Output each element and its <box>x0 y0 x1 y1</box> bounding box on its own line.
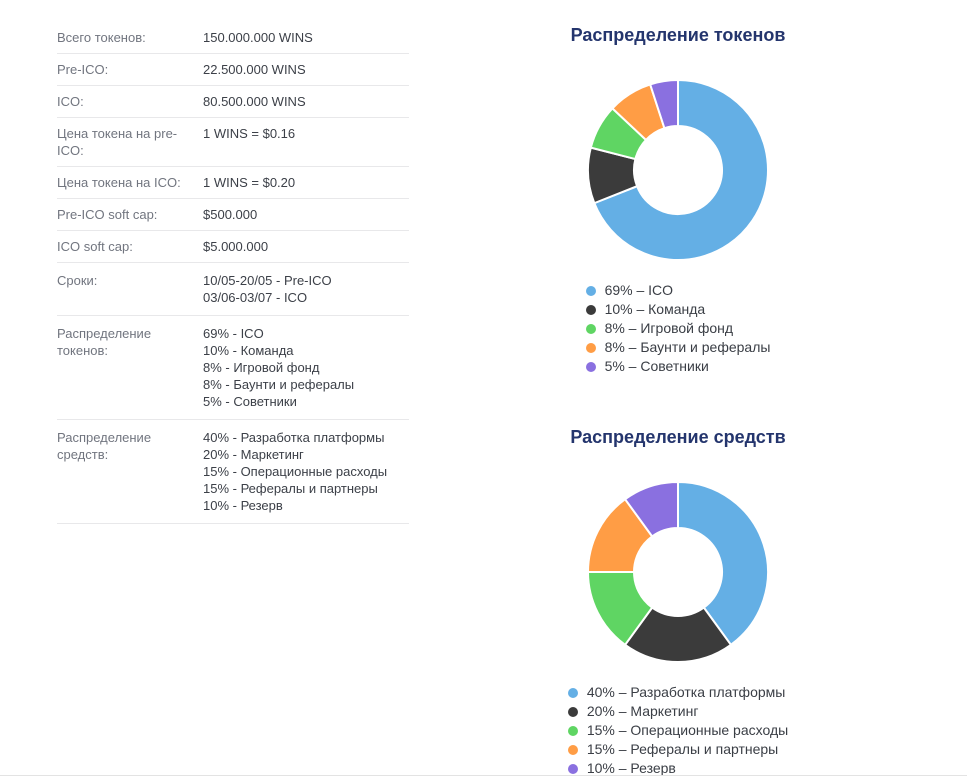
legend-item: 69% – ICO <box>585 281 771 300</box>
legend-label: 15% – Рефералы и партнеры <box>586 741 779 757</box>
funds-donut-chart[interactable] <box>583 477 773 667</box>
row-label: Pre-ICO soft cap: <box>57 207 158 222</box>
row-value: 10/05-20/05 - Pre-ICO 03/06-03/07 - ICO <box>203 273 332 305</box>
donut-segment-ICO[interactable] <box>593 79 769 261</box>
tokens-donut-chart[interactable] <box>583 75 773 265</box>
row-total-tokens: Всего токенов: 150.000.000 WINS <box>57 22 409 54</box>
row-label: ICO: <box>57 94 84 109</box>
legend-dot <box>567 725 578 736</box>
legend-dot <box>585 285 596 296</box>
legend-item: 10% – Команда <box>585 300 771 319</box>
chart-title: Распределение средств <box>570 427 786 447</box>
row-price-pre-ico: Цена токена на pre-ICO: 1 WINS = $0.16 <box>57 118 409 167</box>
legend-label: 8% – Игровой фонд <box>604 320 734 336</box>
legend-dot <box>585 361 596 372</box>
row-label: Цена токена на ICO: <box>57 175 181 190</box>
section-divider <box>0 775 967 776</box>
legend-label: 10% – Резерв <box>586 760 676 776</box>
donut-segment-Разработка платформы[interactable] <box>677 481 769 646</box>
legend-label: 20% – Маркетинг <box>586 703 699 719</box>
legend-label: 69% – ICO <box>604 282 674 298</box>
donut-segment-Советники[interactable] <box>649 79 679 130</box>
row-value: 1 WINS = $0.20 <box>203 175 296 190</box>
legend-dot <box>567 706 578 717</box>
ico-info-table: Всего токенов: 150.000.000 WINS Pre-ICO:… <box>57 22 409 524</box>
legend-dot <box>585 323 596 334</box>
row-label: Pre-ICO: <box>57 62 109 77</box>
legend-dot <box>585 304 596 315</box>
legend-label: 15% – Операционные расходы <box>586 722 789 738</box>
legend-item: 8% – Игровой фонд <box>585 319 771 338</box>
legend-dot <box>585 342 596 353</box>
row-value: 22.500.000 WINS <box>203 62 306 77</box>
row-label: Всего токенов: <box>57 30 146 45</box>
funds-distribution-chart: Распределение средств 40% – Разработка п… <box>508 424 848 778</box>
row-label: Цена токена на pre-ICO: <box>57 126 178 158</box>
legend-dot <box>567 744 578 755</box>
legend-label: 8% – Баунти и рефералы <box>604 339 771 355</box>
row-pre-ico-soft-cap: Pre-ICO soft cap: $500.000 <box>57 199 409 231</box>
row-ico: ICO: 80.500.000 WINS <box>57 86 409 118</box>
row-value: 40% - Разработка платформы 20% - Маркети… <box>203 430 388 513</box>
legend-label: 40% – Разработка платформы <box>586 684 786 700</box>
legend: 69% – ICO 10% – Команда 8% – Игровой фон… <box>585 281 771 376</box>
row-value: $5.000.000 <box>203 239 269 254</box>
row-value: $500.000 <box>203 207 258 222</box>
row-token-distribution: Распределение токенов: 69% - ICO 10% - К… <box>57 316 409 420</box>
row-price-ico: Цена токена на ICO: 1 WINS = $0.20 <box>57 167 409 199</box>
row-value: 150.000.000 WINS <box>203 30 313 45</box>
legend: 40% – Разработка платформы 20% – Маркети… <box>567 683 789 778</box>
row-value: 69% - ICO 10% - Команда 8% - Игровой фон… <box>203 326 355 409</box>
row-ico-soft-cap: ICO soft cap: $5.000.000 <box>57 231 409 263</box>
legend-item: 15% – Операционные расходы <box>567 721 789 740</box>
legend-item: 5% – Советники <box>585 357 771 376</box>
row-funds-distribution: Распределение средств: 40% - Разработка … <box>57 420 409 524</box>
row-dates: Сроки: 10/05-20/05 - Pre-ICO 03/06-03/07… <box>57 263 409 316</box>
legend-item: 8% – Баунти и рефералы <box>585 338 771 357</box>
legend-item: 15% – Рефералы и партнеры <box>567 740 788 759</box>
row-value: 80.500.000 WINS <box>203 94 306 109</box>
legend-dot <box>567 763 578 774</box>
chart-title: Распределение токенов <box>570 25 786 45</box>
row-pre-ico: Pre-ICO: 22.500.000 WINS <box>57 54 409 86</box>
row-label: Распределение токенов: <box>57 326 152 358</box>
row-label: Распределение средств: <box>57 430 152 462</box>
legend-label: 10% – Команда <box>604 301 706 317</box>
row-label: ICO soft cap: <box>57 239 133 254</box>
legend-dot <box>567 687 578 698</box>
legend-item: 20% – Маркетинг <box>567 702 788 721</box>
row-label: Сроки: <box>57 273 98 288</box>
legend-item: 10% – Резерв <box>567 759 788 778</box>
legend-label: 5% – Советники <box>604 358 709 374</box>
legend-item: 40% – Разработка платформы <box>567 683 788 702</box>
donut-segment-Резерв[interactable] <box>624 481 679 538</box>
token-distribution-chart: Распределение токенов 69% – ICO 10% – Ко… <box>508 22 848 376</box>
row-value: 1 WINS = $0.16 <box>203 126 296 141</box>
